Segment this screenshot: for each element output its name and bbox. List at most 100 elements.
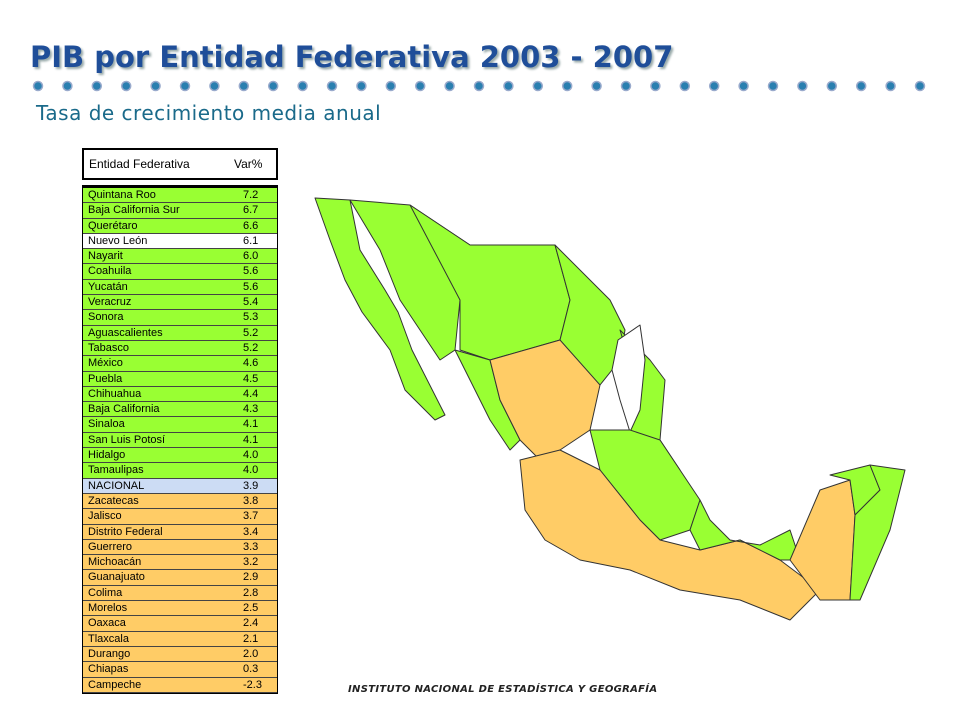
table-row: NACIONAL 3.9 xyxy=(83,478,277,494)
table-body: Quintana Roo 7.2 Baja California Sur 6.7 Que… xyxy=(82,185,278,694)
value-cell: 2.0 xyxy=(243,647,259,660)
name-cell: Nuevo León xyxy=(88,234,148,247)
value-cell: 2.9 xyxy=(243,571,259,584)
name-cell: Coahuila xyxy=(88,265,132,278)
value-cell: 2.4 xyxy=(243,617,259,630)
dot xyxy=(620,80,632,92)
name-cell: Yucatán xyxy=(88,280,128,293)
dot xyxy=(885,80,896,92)
name-cell: Sonora xyxy=(88,311,124,324)
dot xyxy=(297,80,308,92)
title: PIB por Entidad Federativa 2003 - 2007 xyxy=(30,40,674,74)
dot-row xyxy=(32,80,926,92)
value-cell: 6.6 xyxy=(243,219,259,232)
table-row: Tabasco 5.2 xyxy=(83,340,277,357)
dot xyxy=(385,80,397,92)
name-cell: Oaxaca xyxy=(88,617,126,630)
value-cell: 4.5 xyxy=(243,372,259,385)
dot xyxy=(738,80,749,92)
dot xyxy=(591,80,602,92)
footer: INSTITUTO NACIONAL DE ESTADÍSTICA Y GEOG… xyxy=(348,684,658,695)
value-cell: 3.2 xyxy=(243,556,259,569)
dot xyxy=(444,80,455,92)
table-row: Oaxaca 2.4 xyxy=(83,616,277,632)
dot xyxy=(238,80,250,92)
value-cell: 2.8 xyxy=(243,586,259,599)
value-cell: 3.9 xyxy=(243,479,259,492)
name-cell: Michoacán xyxy=(88,556,142,569)
name-cell: Querétaro xyxy=(88,219,138,232)
table-row: Puebla 4.5 xyxy=(83,371,277,387)
table-row: San Luis Potosí 4.1 xyxy=(83,432,277,449)
dot xyxy=(679,80,691,92)
value-cell: 7.2 xyxy=(243,189,259,201)
table-row: Tlaxcala 2.1 xyxy=(83,631,277,647)
value-cell: 4.1 xyxy=(243,433,259,446)
table-row: Yucatán 5.6 xyxy=(83,279,277,296)
table-row: Chiapas 0.3 xyxy=(83,662,277,678)
table-row: Tamaulipas 4.0 xyxy=(83,463,277,479)
dot xyxy=(826,80,838,92)
value-cell: 5.6 xyxy=(243,265,259,278)
name-cell: Baja California xyxy=(88,403,160,416)
dot xyxy=(561,80,573,92)
table-row: Aguascalientes 5.2 xyxy=(83,325,277,341)
dot xyxy=(473,80,485,92)
value-cell: 6.0 xyxy=(243,250,259,263)
dot xyxy=(91,80,103,92)
dot xyxy=(708,80,720,92)
value-cell: -2.3 xyxy=(243,678,262,691)
value-cell: 3.8 xyxy=(243,494,259,507)
value-cell: 5.2 xyxy=(243,341,259,354)
table-row: Baja California 4.3 xyxy=(83,402,277,418)
table-row: Coahuila 5.6 xyxy=(83,264,277,280)
map xyxy=(314,197,906,621)
value-cell: 5.3 xyxy=(243,311,259,324)
name-cell: Morelos xyxy=(88,602,128,615)
table-row: Nayarit 6.0 xyxy=(83,249,277,265)
name-cell: Baja California Sur xyxy=(88,204,180,217)
name-cell: Aguascalientes xyxy=(88,326,163,339)
value-cell: 4.1 xyxy=(243,418,259,431)
value-cell: 0.3 xyxy=(243,663,259,676)
dot xyxy=(120,80,132,92)
table-row: Guanajuato 2.9 xyxy=(83,570,277,586)
name-cell: Guanajuato xyxy=(88,571,145,584)
dot xyxy=(797,80,808,92)
dot xyxy=(914,80,926,92)
table-row: Nuevo León 6.1 xyxy=(83,233,277,250)
dot xyxy=(650,80,661,92)
value-cell: 6.7 xyxy=(243,204,259,217)
value-cell: 5.2 xyxy=(243,326,259,339)
name-cell: Jalisco xyxy=(88,510,122,523)
dot xyxy=(356,80,367,92)
table-row: Zacatecas 3.8 xyxy=(83,493,277,510)
name-cell: Sinaloa xyxy=(88,418,125,431)
name-cell: México xyxy=(88,357,123,370)
dot xyxy=(267,80,279,92)
value-cell: 2.5 xyxy=(243,602,259,615)
name-cell: Campeche xyxy=(88,678,142,691)
table-row: Sinaloa 4.1 xyxy=(83,417,277,433)
dot xyxy=(855,80,867,92)
name-cell: Chiapas xyxy=(88,663,129,676)
table-header: Entidad Federativa Var% xyxy=(82,148,278,180)
name-cell: NACIONAL xyxy=(88,479,145,492)
subtitle: Tasa de crecimiento media anual xyxy=(36,101,382,125)
column-header: Entidad Federativa xyxy=(89,157,190,171)
value-cell: 4.3 xyxy=(243,403,259,416)
value-cell: 4.6 xyxy=(243,357,259,370)
table-row: Querétaro 6.6 xyxy=(83,218,277,234)
dot xyxy=(209,80,220,92)
value-cell: 4.0 xyxy=(243,464,259,477)
name-cell: Tamaulipas xyxy=(88,464,144,477)
table-row: Jalisco 3.7 xyxy=(83,509,277,525)
value-cell: 6.1 xyxy=(243,234,259,247)
value-cell: 5.6 xyxy=(243,280,259,293)
value-cell: 3.3 xyxy=(243,540,259,553)
dot xyxy=(414,80,426,92)
name-cell: Chihuahua xyxy=(88,387,142,400)
name-cell: Hidalgo xyxy=(88,449,126,462)
